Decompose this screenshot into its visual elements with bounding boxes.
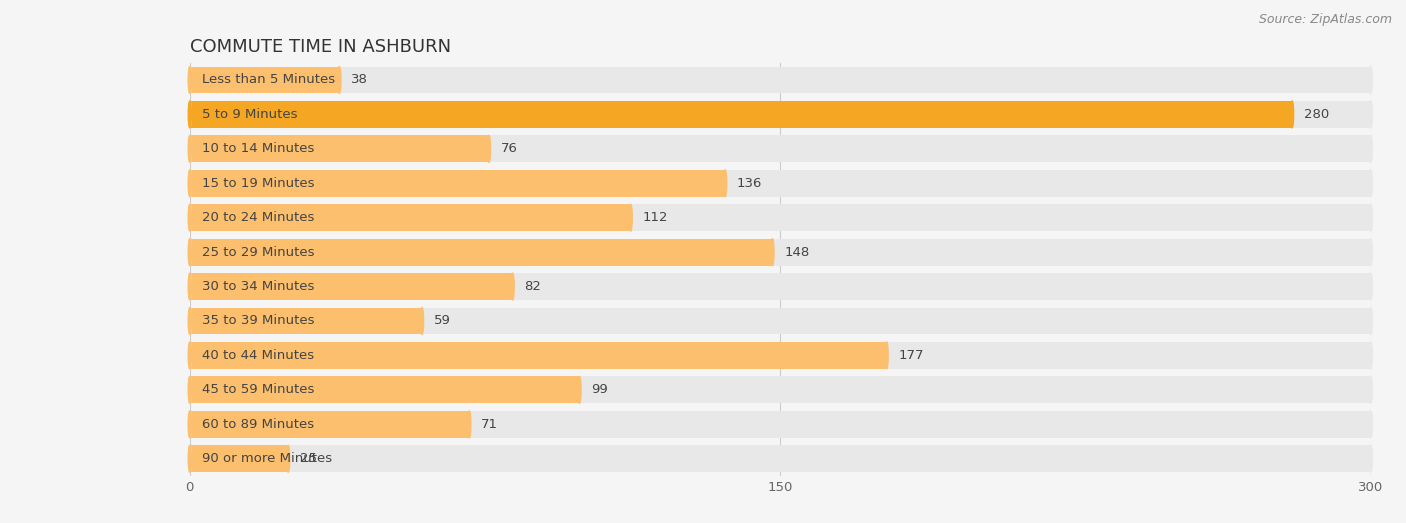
Text: 99: 99 [592, 383, 609, 396]
Circle shape [188, 342, 191, 369]
Bar [190, 135, 1371, 162]
Bar [190, 101, 1371, 128]
Text: Source: ZipAtlas.com: Source: ZipAtlas.com [1258, 13, 1392, 26]
Circle shape [188, 411, 191, 438]
Text: 148: 148 [785, 246, 810, 259]
Text: 20 to 24 Minutes: 20 to 24 Minutes [201, 211, 314, 224]
Text: 25: 25 [299, 452, 316, 465]
Text: 177: 177 [898, 349, 924, 362]
Circle shape [188, 101, 191, 128]
Bar [190, 377, 1371, 403]
Circle shape [188, 377, 191, 403]
Circle shape [1369, 273, 1372, 300]
Circle shape [1369, 377, 1372, 403]
Bar [190, 66, 1371, 94]
Circle shape [188, 238, 191, 266]
Circle shape [578, 377, 581, 403]
Circle shape [770, 238, 773, 266]
Circle shape [1369, 101, 1372, 128]
Text: 112: 112 [643, 211, 668, 224]
Circle shape [337, 66, 340, 94]
Circle shape [630, 204, 633, 231]
Circle shape [1369, 445, 1372, 472]
Text: 45 to 59 Minutes: 45 to 59 Minutes [201, 383, 314, 396]
Circle shape [188, 204, 191, 231]
Circle shape [512, 273, 515, 300]
Circle shape [468, 411, 471, 438]
Circle shape [1369, 204, 1372, 231]
Circle shape [188, 135, 191, 162]
Circle shape [1369, 411, 1372, 438]
Circle shape [188, 135, 191, 162]
Circle shape [188, 238, 191, 266]
Bar [190, 273, 1371, 300]
Circle shape [1369, 66, 1372, 94]
Bar [190, 342, 887, 369]
Circle shape [1369, 342, 1372, 369]
Circle shape [188, 445, 191, 472]
Bar [190, 342, 1371, 369]
Bar [190, 238, 772, 266]
Circle shape [886, 342, 889, 369]
Bar [190, 411, 470, 438]
Circle shape [1291, 101, 1294, 128]
Circle shape [420, 308, 423, 334]
Circle shape [188, 273, 191, 300]
Circle shape [188, 170, 191, 197]
Circle shape [188, 308, 191, 334]
Text: 10 to 14 Minutes: 10 to 14 Minutes [201, 142, 314, 155]
Text: 71: 71 [481, 418, 498, 431]
Circle shape [1369, 135, 1372, 162]
Bar [190, 238, 1371, 266]
Bar [190, 170, 725, 197]
Text: 136: 136 [737, 177, 762, 190]
Bar [190, 308, 422, 334]
Circle shape [488, 135, 491, 162]
Text: 76: 76 [501, 142, 517, 155]
Circle shape [1369, 238, 1372, 266]
Bar [190, 377, 579, 403]
Circle shape [188, 308, 191, 334]
Bar [190, 101, 1292, 128]
Text: 25 to 29 Minutes: 25 to 29 Minutes [201, 246, 314, 259]
Circle shape [188, 66, 191, 94]
Bar [190, 204, 631, 231]
Circle shape [1369, 308, 1372, 334]
Text: 82: 82 [524, 280, 541, 293]
Bar [190, 170, 1371, 197]
Text: 90 or more Minutes: 90 or more Minutes [201, 452, 332, 465]
Bar [190, 66, 339, 94]
Text: 15 to 19 Minutes: 15 to 19 Minutes [201, 177, 314, 190]
Text: 5 to 9 Minutes: 5 to 9 Minutes [201, 108, 297, 121]
Circle shape [188, 445, 191, 472]
Text: 280: 280 [1303, 108, 1329, 121]
Circle shape [1369, 170, 1372, 197]
Circle shape [287, 445, 290, 472]
Circle shape [188, 411, 191, 438]
Text: 60 to 89 Minutes: 60 to 89 Minutes [201, 418, 314, 431]
Text: Less than 5 Minutes: Less than 5 Minutes [201, 73, 335, 86]
Circle shape [188, 204, 191, 231]
Circle shape [188, 342, 191, 369]
Text: 30 to 34 Minutes: 30 to 34 Minutes [201, 280, 314, 293]
Circle shape [188, 377, 191, 403]
Circle shape [188, 170, 191, 197]
Bar [190, 411, 1371, 438]
Bar [190, 204, 1371, 231]
Bar [190, 135, 489, 162]
Circle shape [724, 170, 727, 197]
Bar [190, 308, 1371, 334]
Circle shape [188, 101, 191, 128]
Bar [190, 445, 288, 472]
Circle shape [188, 66, 191, 94]
Text: 40 to 44 Minutes: 40 to 44 Minutes [201, 349, 314, 362]
Text: COMMUTE TIME IN ASHBURN: COMMUTE TIME IN ASHBURN [190, 38, 451, 55]
Circle shape [188, 273, 191, 300]
Text: 35 to 39 Minutes: 35 to 39 Minutes [201, 314, 314, 327]
Text: 59: 59 [434, 314, 451, 327]
Bar [190, 273, 513, 300]
Bar [190, 445, 1371, 472]
Text: 38: 38 [352, 73, 368, 86]
